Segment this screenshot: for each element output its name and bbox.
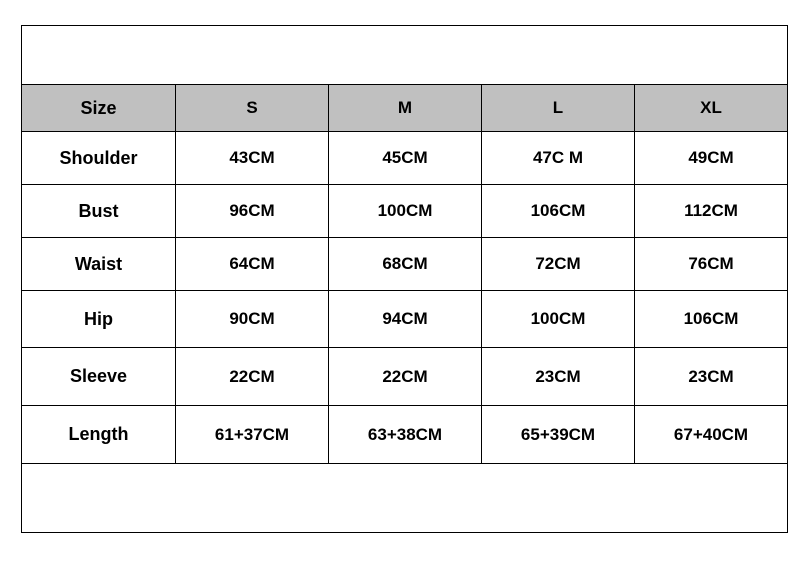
- row-label: Hip: [21, 290, 176, 348]
- header-cell: XL: [634, 84, 788, 132]
- size-chart-table: Size S M L XL Shoulder 43CM 45CM 47C M 49CM B…: [21, 84, 788, 464]
- header-row: Size S M L XL: [21, 84, 788, 132]
- row-label: Sleeve: [21, 347, 176, 406]
- measurement-cell: 68CM: [328, 237, 482, 291]
- table-row: Bust 96CM 100CM 106CM 112CM: [21, 184, 788, 238]
- measurement-cell: 61+37CM: [175, 405, 329, 464]
- measurement-cell: 76CM: [634, 237, 788, 291]
- measurement-cell: 112CM: [634, 184, 788, 238]
- measurement-cell: 106CM: [481, 184, 635, 238]
- measurement-cell: 100CM: [328, 184, 482, 238]
- measurement-cell: 23CM: [634, 347, 788, 406]
- table-row: Hip 90CM 94CM 100CM 106CM: [21, 290, 788, 348]
- measurement-cell: 23CM: [481, 347, 635, 406]
- measurement-cell: 67+40CM: [634, 405, 788, 464]
- table-row: Waist 64CM 68CM 72CM 76CM: [21, 237, 788, 291]
- row-label: Shoulder: [21, 131, 176, 185]
- table-row: Length 61+37CM 63+38CM 65+39CM 67+40CM: [21, 405, 788, 464]
- header-cell: M: [328, 84, 482, 132]
- measurement-cell: 22CM: [175, 347, 329, 406]
- measurement-cell: 96CM: [175, 184, 329, 238]
- measurement-cell: 45CM: [328, 131, 482, 185]
- measurement-cell: 47C M: [481, 131, 635, 185]
- table-row: Shoulder 43CM 45CM 47C M 49CM: [21, 131, 788, 185]
- measurement-cell: 65+39CM: [481, 405, 635, 464]
- row-label: Waist: [21, 237, 176, 291]
- measurement-cell: 22CM: [328, 347, 482, 406]
- row-label: Length: [21, 405, 176, 464]
- measurement-cell: 106CM: [634, 290, 788, 348]
- header-cell: S: [175, 84, 329, 132]
- measurement-cell: 63+38CM: [328, 405, 482, 464]
- row-label: Bust: [21, 184, 176, 238]
- measurement-cell: 72CM: [481, 237, 635, 291]
- measurement-cell: 43CM: [175, 131, 329, 185]
- header-cell: L: [481, 84, 635, 132]
- measurement-cell: 94CM: [328, 290, 482, 348]
- header-cell: Size: [21, 84, 176, 132]
- measurement-cell: 100CM: [481, 290, 635, 348]
- table-row: Sleeve 22CM 22CM 23CM 23CM: [21, 347, 788, 406]
- measurement-cell: 90CM: [175, 290, 329, 348]
- measurement-cell: 49CM: [634, 131, 788, 185]
- measurement-cell: 64CM: [175, 237, 329, 291]
